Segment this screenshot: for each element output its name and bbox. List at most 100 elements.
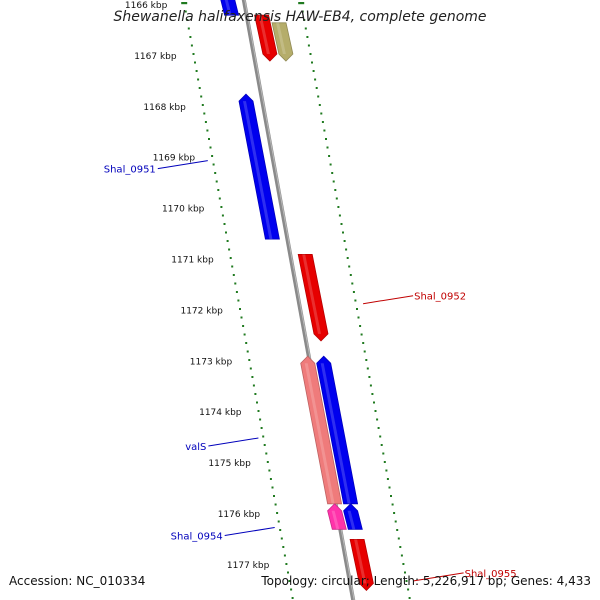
tick-mark-right (334, 189, 337, 191)
tick-mark-left (243, 333, 246, 336)
scale-label: 1176 kbp (218, 510, 261, 520)
tick-mark-left (186, 19, 189, 21)
tick-mark-left (246, 350, 249, 353)
tick-mark-right (373, 401, 375, 404)
tick-mark-right (318, 104, 321, 106)
gene-arrow-shine (224, 0, 232, 16)
tick-mark-right (351, 282, 354, 285)
tick-mark-left (200, 95, 203, 98)
tick-mark-right (376, 418, 379, 421)
tick-mark-left (251, 376, 254, 378)
tick-mark-right (321, 121, 324, 123)
tick-mark-left (192, 53, 195, 55)
scale-label: 1173 kbp (190, 357, 233, 367)
tick-mark-right (357, 316, 360, 319)
tick-mark-right (325, 138, 327, 140)
tick-mark-left (189, 36, 192, 38)
tick-mark-left (285, 563, 288, 565)
tick-mark-right (326, 146, 329, 149)
tick-mark-right (359, 325, 362, 327)
genome-summary: Topology: circular; Length: 5,226,917 bp… (261, 574, 591, 588)
tick-mark-left (212, 163, 215, 166)
tick-mark-left (220, 206, 223, 208)
tick-mark-right (365, 359, 368, 361)
tick-mark-left (204, 121, 207, 123)
tick-mark-right (408, 597, 411, 599)
tick-mark-left (287, 571, 289, 574)
gene-arrow (220, 0, 240, 16)
tick-mark-left (279, 529, 282, 531)
tick-mark-right (402, 563, 405, 565)
tick-mark-right (363, 350, 366, 353)
tick-mark-right (303, 19, 306, 21)
gene-arrow (349, 539, 374, 591)
tick-mark-right (354, 299, 357, 302)
tick-mark-right (348, 265, 351, 268)
tick-mark-left (283, 554, 286, 557)
tick-mark-right (397, 537, 400, 540)
tick-mark-left (181, 2, 188, 5)
scale-label: 1175 kbp (208, 459, 251, 469)
scale-label: 1174 kbp (199, 408, 242, 418)
gene-arrow (271, 22, 294, 62)
gene-label: Shal_0952 (414, 292, 466, 303)
tick-mark-left (218, 197, 221, 200)
gene-arrow-shine (347, 510, 356, 530)
tick-mark-left (290, 588, 293, 591)
tick-mark-left (208, 138, 210, 140)
tick-mark-left (190, 44, 193, 47)
tick-mark-right (315, 87, 318, 89)
gene-label: valS (185, 442, 206, 453)
tick-mark-right (371, 393, 374, 395)
label-leader (208, 437, 259, 447)
tick-mark-right (356, 308, 358, 310)
gene-arrow-shine (331, 510, 340, 530)
tick-mark-left (237, 299, 240, 302)
tick-mark-left (209, 146, 212, 149)
tick-mark-left (242, 325, 245, 327)
tick-mark-left (288, 580, 291, 582)
scale-label: 1169 kbp (153, 154, 196, 164)
tick-mark-left (268, 469, 271, 472)
tick-mark-right (374, 410, 377, 412)
tick-mark-left (239, 308, 241, 310)
tick-mark-right (400, 554, 403, 557)
gene-arrow (238, 93, 280, 240)
tick-mark-left (206, 129, 209, 132)
tick-mark-right (380, 444, 383, 446)
tick-mark-left (226, 240, 229, 242)
tick-mark-right (399, 546, 402, 548)
tick-mark-right (312, 70, 315, 72)
scale-label: 1168 kbp (143, 103, 186, 113)
label-leader (363, 295, 414, 305)
tick-mark-right (390, 495, 392, 497)
tick-mark-left (225, 231, 227, 234)
tick-mark-right (388, 486, 391, 489)
tick-mark-left (257, 410, 260, 412)
tick-mark-right (343, 240, 346, 242)
tick-mark-right (362, 342, 365, 344)
tick-mark-left (228, 248, 231, 251)
tick-mark-right (338, 214, 341, 217)
tick-mark-left (221, 214, 224, 217)
tick-mark-right (329, 163, 332, 166)
tick-mark-right (340, 223, 343, 225)
tick-mark-right (360, 333, 363, 336)
scale-label: 1171 kbp (171, 256, 214, 266)
tick-mark-right (391, 503, 394, 506)
gene-arrow-shine (354, 539, 367, 584)
tick-mark-right (369, 384, 372, 387)
tick-mark-right (386, 478, 389, 480)
tick-mark-left (276, 512, 279, 514)
gene-arrow-shine (304, 363, 335, 504)
tick-mark-right (337, 206, 340, 208)
tick-mark-right (382, 452, 385, 455)
gene-arrow (327, 503, 347, 530)
gene-label: Shal_0951 (104, 165, 156, 176)
tick-mark-right (366, 367, 369, 370)
gene-arrow (343, 503, 363, 530)
tick-mark-right (331, 172, 334, 174)
tick-mark-left (282, 546, 285, 548)
tick-mark-left (187, 27, 190, 30)
tick-mark-left (262, 435, 265, 438)
